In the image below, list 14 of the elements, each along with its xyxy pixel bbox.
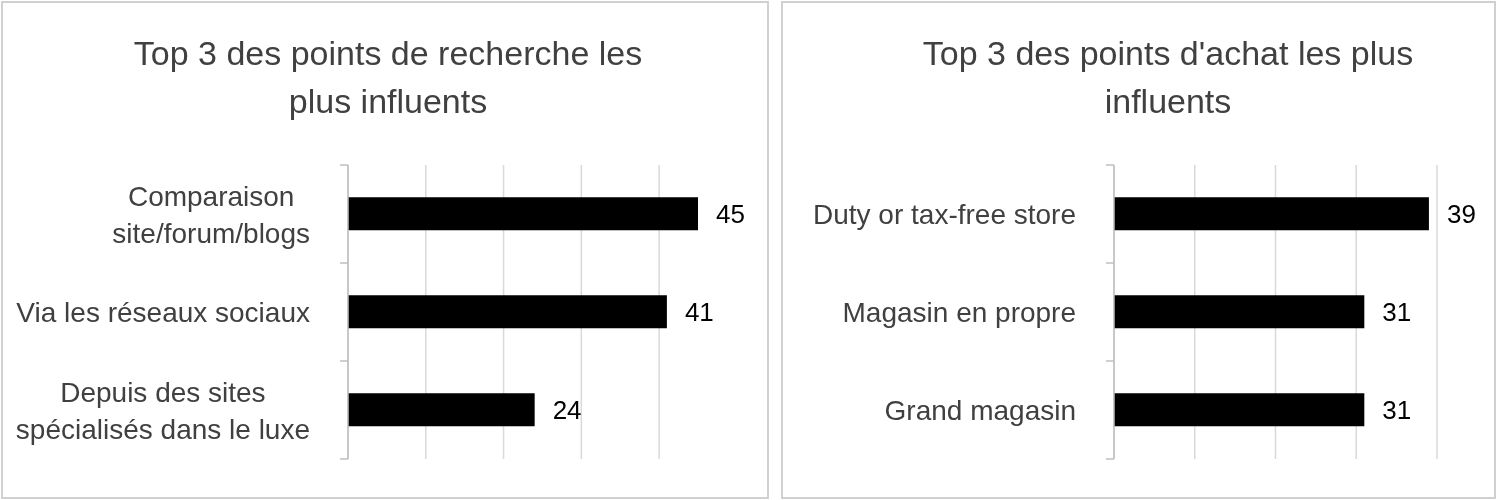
chart-title: Top 3 des points de recherche les plus influents <box>132 33 644 122</box>
y-tick-label: Depuis des sites spécialisés dans le luxe <box>15 376 310 444</box>
y-tick-label: Grand magasin <box>884 394 1076 426</box>
data-label: 45 <box>716 199 745 230</box>
y-tick-label: Via les réseaux sociaux <box>16 296 311 328</box>
data-label: 24 <box>552 395 582 426</box>
data-label: 31 <box>1382 297 1412 328</box>
data-label: 39 <box>1446 199 1476 230</box>
chart-title: Top 3 des points d'achat les plus influents <box>921 33 1415 122</box>
y-tick-label: Comparaison site/forum/blogs <box>112 180 310 248</box>
y-tick-label: Duty or tax-free store <box>813 198 1076 230</box>
y-tick-label: Magasin en propre <box>842 296 1076 328</box>
data-label: 41 <box>684 297 714 328</box>
data-label: 31 <box>1382 395 1412 426</box>
